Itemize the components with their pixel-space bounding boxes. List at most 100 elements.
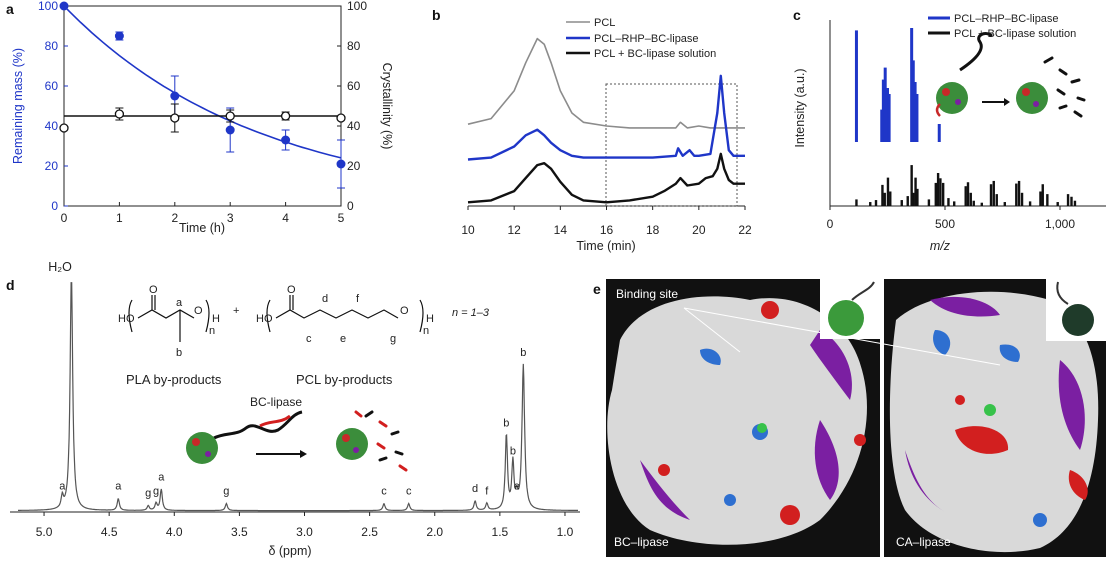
h2o-peak-label: H₂O: [48, 260, 72, 274]
panel-c-bar-solution: [934, 182, 937, 206]
panel-c-bar-solution: [1028, 201, 1032, 206]
pla-o-ester: O: [194, 305, 203, 317]
pcl-label-f: f: [356, 293, 360, 305]
panel-d-x-tick-label: 4.0: [166, 525, 183, 539]
panel-a-x-tick-label: 5: [338, 211, 345, 225]
panel-a-point-crystallinity: [336, 113, 346, 123]
panel-d-peak-label: e: [514, 481, 520, 493]
panel-a-y2-tick-label: 60: [347, 79, 361, 93]
panel-c-bar-solution: [914, 177, 917, 206]
panel-c-x-tick-label: 1,000: [1045, 217, 1075, 231]
panel-c-bar-rhp: [911, 60, 915, 142]
pla-structure: [128, 295, 210, 342]
panel-b-zoom-box: [605, 83, 738, 207]
ca-lipase-surface-patches: [905, 296, 1088, 527]
panel-c-bar-solution: [874, 200, 878, 206]
pcl-label-e: e: [340, 333, 346, 345]
panel-a-frame: [63, 5, 342, 207]
binding-site-label: Binding site: [616, 287, 678, 301]
panel-a-y-tick-label: 100: [38, 0, 58, 13]
panel-b-xlabel: Time (min): [576, 239, 635, 253]
enzyme-purple-spot: [205, 451, 211, 457]
panel-d-peak-label: c: [406, 485, 412, 497]
panel-d-nmr-spectrum: [18, 282, 578, 512]
panel-b-x-tick-label: 18: [646, 223, 660, 237]
panel-c-bar-solution: [969, 192, 972, 206]
panel-a-xlabel: Time (h): [179, 221, 225, 235]
panel-c-bar-rhp: [910, 28, 914, 142]
panel-a-x-tick-label: 2: [171, 211, 178, 225]
panel-c-bar-rhp: [880, 109, 884, 142]
panel-c-x-tick-label: 500: [935, 217, 955, 231]
enzyme-icon: [186, 432, 218, 464]
panel-c-bar-solution: [972, 200, 975, 206]
panel-c-bar-solution: [1017, 180, 1021, 206]
panel-c-bar-solution: [966, 182, 970, 206]
panel-d-x-tick-label: 2.5: [361, 525, 378, 539]
panel-letter-b: b: [432, 7, 441, 23]
panel-a-y-tick-label: 20: [45, 159, 59, 173]
pla-label-b: b: [176, 347, 182, 359]
panel-a-y2-tick-label: 20: [347, 159, 361, 173]
polymer-fragments-icon: [354, 410, 408, 472]
panel-c-bar-solution: [1056, 202, 1059, 206]
panel-c-inset-schematic: [935, 32, 1086, 118]
panel-c-bar-solution: [912, 192, 915, 206]
enzyme-red-spot: [192, 438, 200, 446]
panel-b-series-line-3: [467, 152, 745, 204]
panel-c-bar-rhp: [881, 79, 885, 142]
bc-lipase-surface-patches: [640, 301, 866, 525]
binding-site-pointer-1: [683, 307, 741, 353]
panel-c-bar-solution: [883, 192, 886, 206]
enzyme-red-spot: [942, 88, 950, 96]
legend-label-pcl-rhp: PCL–RHP–BC-lipase: [594, 33, 699, 45]
panel-b-x-tick-label: 10: [461, 223, 475, 237]
panel-a-x-tick-label: 4: [282, 211, 289, 225]
enzyme-red-tail: [935, 103, 941, 117]
panel-b-x-tick-label: 14: [554, 223, 568, 237]
panel-c-bar-solution: [1046, 194, 1049, 206]
panel-a-point-mass: [59, 1, 69, 11]
ca-lipase-image-label: CA–lipase: [896, 535, 951, 549]
pcl-label-g: g: [390, 333, 396, 345]
pcl-label-c: c: [306, 333, 312, 345]
panel-c-bar-rhp: [887, 94, 891, 142]
pcl-caption: PCL by-products: [296, 372, 393, 387]
panel-c-bar-solution: [980, 202, 983, 206]
panel-c-bar-solution: [1003, 202, 1006, 206]
panel-a-x-tick-label: 0: [61, 211, 68, 225]
ca-lipase-sphere-icon: [1062, 304, 1094, 336]
panel-c-bar-solution: [1073, 200, 1077, 206]
panel-d-x-tick-label: 2.0: [426, 525, 443, 539]
legend-label-solution: PCL + BC-lipase solution: [954, 28, 1076, 40]
panel-a-x-tick-label: 1: [116, 211, 123, 225]
panel-c-bar-solution: [889, 191, 892, 206]
panel-d-peak-label: a: [115, 481, 122, 493]
panel-d-peak-label: f: [485, 485, 489, 497]
panel-c-bar-solution: [927, 199, 931, 206]
arrow-head-icon: [1004, 98, 1010, 106]
bc-lipase-tether-icon: [851, 281, 875, 301]
panel-letter-c: c: [793, 7, 801, 23]
panel-a-fit-line-mass: [63, 5, 342, 159]
pla-label-a: a: [176, 297, 183, 309]
panel-d-peak-label: d: [472, 483, 478, 495]
panel-c-bar-solution: [855, 199, 858, 206]
enzyme-purple-spot-2: [1033, 101, 1039, 107]
panel-c-bar-solution: [869, 202, 872, 206]
panel-e-protein-images: Binding site BC–lipase CA–lipase: [606, 279, 1106, 557]
panel-a-y2-tick-label: 40: [347, 119, 361, 133]
panel-letter-e: e: [593, 281, 601, 297]
pcl-label-d: d: [322, 293, 328, 305]
polymer-chain-icon: [213, 410, 303, 440]
panel-a-y2label: Crystallinity (%): [380, 63, 394, 150]
panel-a-ylabel: Remaining mass (%): [11, 48, 25, 164]
panel-c-bar-solution: [995, 194, 998, 206]
pla-ho-label: HO: [118, 313, 135, 325]
panel-c-bar-solution: [900, 200, 903, 206]
panel-a-y-tick-label: 80: [45, 39, 59, 53]
panel-d-peak-label: c: [381, 485, 387, 497]
panel-b-series-line-1: [467, 37, 745, 129]
enzyme-purple-spot: [955, 99, 961, 105]
panel-b-x-tick-label: 22: [738, 223, 752, 237]
